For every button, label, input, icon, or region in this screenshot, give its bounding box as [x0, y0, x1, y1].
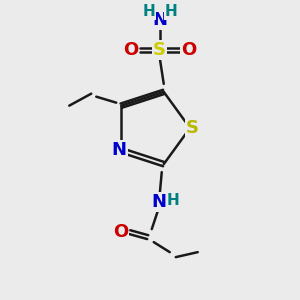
Text: S: S — [153, 41, 166, 59]
Text: H: H — [164, 4, 177, 20]
Text: N: N — [151, 193, 166, 211]
Text: H: H — [142, 4, 155, 20]
Text: N: N — [112, 141, 127, 159]
Text: S: S — [185, 119, 199, 137]
Text: O: O — [181, 41, 196, 59]
Text: N: N — [152, 11, 167, 29]
Text: H: H — [167, 193, 179, 208]
Text: O: O — [113, 223, 128, 241]
Text: O: O — [123, 41, 138, 59]
